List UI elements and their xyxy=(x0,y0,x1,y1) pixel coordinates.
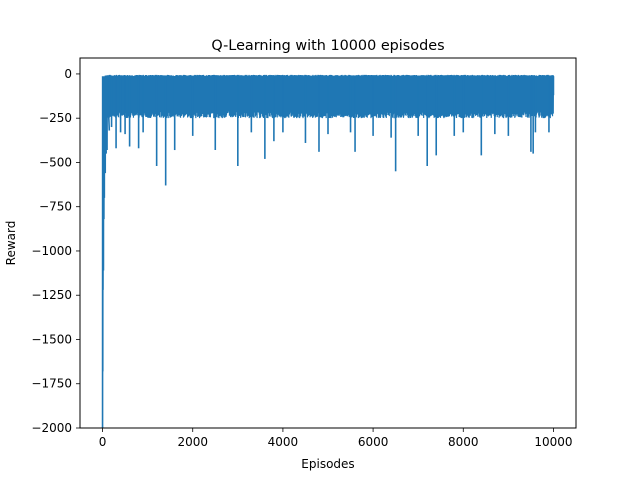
x-tick-label: 8000 xyxy=(448,435,479,449)
y-tick-label: −250 xyxy=(39,111,72,125)
y-axis-label: Reward xyxy=(4,221,18,266)
y-axis: 0 −250 −500 −750 −1000 −1250 −1500 −1750 −2000 xyxy=(31,67,80,435)
y-tick-label: −750 xyxy=(39,200,72,214)
y-tick-label: −500 xyxy=(39,155,72,169)
x-tick-label: 0 xyxy=(99,435,107,449)
y-tick-label: −2000 xyxy=(31,421,72,435)
x-tick-label: 4000 xyxy=(268,435,299,449)
series-early xyxy=(103,76,110,428)
y-tick-label: −1000 xyxy=(31,244,72,258)
plot-lines xyxy=(103,75,554,428)
y-tick-label: 0 xyxy=(64,67,72,81)
series-band xyxy=(105,75,553,118)
x-axis-label: Episodes xyxy=(301,457,354,471)
x-axis: 0 2000 4000 6000 8000 10000 xyxy=(99,428,573,449)
y-tick-label: −1250 xyxy=(31,288,72,302)
x-tick-label: 2000 xyxy=(177,435,208,449)
x-tick-label: 6000 xyxy=(358,435,389,449)
y-tick-label: −1500 xyxy=(31,332,72,346)
y-tick-label: −1750 xyxy=(31,377,72,391)
x-tick-label: 10000 xyxy=(534,435,572,449)
chart-title: Q-Learning with 10000 episodes xyxy=(211,38,444,54)
